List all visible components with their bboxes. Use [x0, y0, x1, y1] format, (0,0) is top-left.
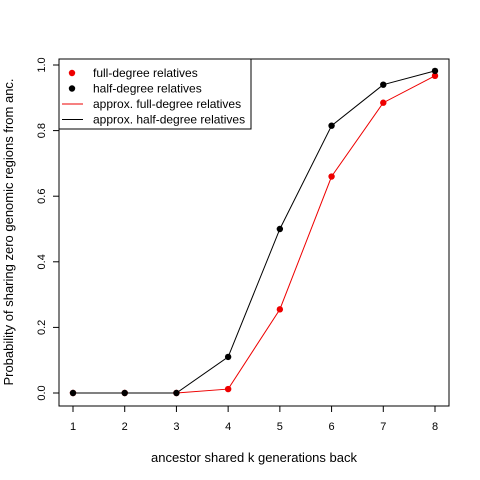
- x-tick-label: 2: [122, 421, 128, 433]
- legend-label: full-degree relatives: [93, 66, 198, 80]
- data-point: [431, 67, 439, 75]
- legend-label: approx. full-degree relatives: [93, 97, 241, 111]
- data-point: [328, 122, 335, 129]
- y-tick-label: 0.0: [36, 385, 48, 400]
- data-point: [173, 389, 180, 397]
- axes: 1 2 3 4 5 6 7 8 0.0 0.2 0.4 0.6 0.8 1.0: [36, 57, 438, 433]
- legend: full-degree relatives half-degree relativ…: [58, 58, 252, 130]
- data-point: [431, 72, 439, 80]
- plot-area: [69, 67, 439, 397]
- data-point: [380, 81, 387, 88]
- series-line: [73, 70, 436, 394]
- x-tick-label: 4: [225, 421, 231, 433]
- y-tick-label: 0.6: [36, 189, 48, 204]
- data-point: [328, 173, 335, 180]
- legend-label: approx. half-degree relatives: [93, 113, 245, 127]
- x-tick-label: 1: [70, 421, 76, 433]
- data-point: [224, 385, 232, 393]
- x-tick-label: 6: [329, 421, 335, 433]
- x-tick-label: 3: [173, 421, 179, 433]
- legend-box: [58, 58, 252, 130]
- y-tick-label: 0.8: [36, 123, 48, 138]
- legend-label: half-degree relatives: [93, 82, 202, 96]
- x-tick-label: 8: [432, 421, 438, 433]
- x-tick-label: 7: [380, 421, 386, 433]
- y-tick-label: 0.2: [36, 320, 48, 335]
- plot-frame: [58, 58, 450, 407]
- legend-point-key: [68, 69, 76, 77]
- y-tick-label: 0.4: [36, 254, 48, 269]
- data-point: [380, 99, 387, 106]
- x-tick-label: 5: [277, 421, 283, 433]
- data-point: [276, 306, 284, 313]
- legend-point-key: [68, 85, 76, 92]
- data-point: [276, 225, 284, 233]
- data-point: [224, 353, 232, 361]
- y-axis-title: Probability of sharing zero genomic regi…: [1, 78, 16, 385]
- x-axis-title: ancestor shared k generations back: [151, 450, 357, 465]
- data-point: [69, 389, 77, 397]
- data-point: [121, 389, 128, 397]
- y-tick-label: 1.0: [36, 57, 48, 72]
